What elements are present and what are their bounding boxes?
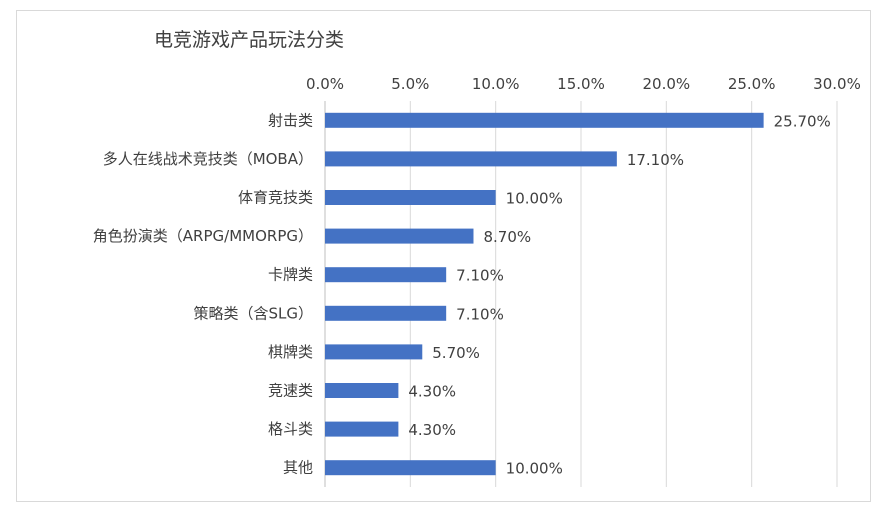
x-tick-label: 0.0%	[306, 75, 344, 93]
category-label: 多人在线战术竞技类（MOBA）	[103, 150, 313, 168]
bars	[325, 112, 764, 476]
x-tick-label: 5.0%	[391, 75, 429, 93]
bar	[325, 305, 447, 321]
category-label: 竞速类	[268, 382, 313, 400]
category-label: 其他	[283, 459, 313, 477]
data-label: 5.70%	[432, 344, 480, 362]
data-label: 10.00%	[506, 190, 563, 208]
bar	[325, 267, 447, 283]
category-label: 策略类（含SLG）	[193, 304, 313, 322]
bar	[325, 421, 399, 437]
x-tick-label: 30.0%	[813, 75, 861, 93]
x-axis-ticks: 0.0% 5.0% 10.0% 15.0% 20.0% 25.0% 30.0%	[306, 75, 861, 93]
bar-chart: 电竞游戏产品玩法分类 0.0% 5.0% 10.0% 15.0% 20.0% 25.0% 3…	[93, 29, 861, 487]
data-label: 7.10%	[456, 305, 504, 323]
category-label: 射击类	[268, 111, 313, 129]
data-label: 10.00%	[506, 460, 563, 478]
bar	[325, 112, 764, 128]
data-label: 8.70%	[483, 228, 531, 246]
bar	[325, 151, 617, 167]
x-tick-label: 10.0%	[472, 75, 520, 93]
data-label: 7.10%	[456, 267, 504, 285]
bar	[325, 460, 496, 476]
x-tick-label: 20.0%	[643, 75, 691, 93]
bar	[325, 190, 496, 205]
data-labels: 25.70% 17.10% 10.00% 8.70% 7.10% 7.10% 5.70% 4.…	[408, 112, 830, 477]
chart-frame: 电竞游戏产品玩法分类 0.0% 5.0% 10.0% 15.0% 20.0% 25.0% 3…	[16, 10, 871, 502]
x-tick-label: 15.0%	[557, 75, 605, 93]
category-label: 角色扮演类（ARPG/MMORPG）	[93, 227, 313, 245]
data-label: 17.10%	[627, 151, 684, 169]
category-label: 棋牌类	[268, 343, 313, 361]
category-label: 体育竞技类	[238, 189, 313, 207]
data-label: 4.30%	[408, 383, 456, 401]
bar	[325, 383, 399, 398]
bar	[325, 228, 474, 244]
x-tick-label: 25.0%	[728, 75, 776, 93]
category-label: 卡牌类	[268, 266, 313, 284]
bar	[325, 344, 423, 360]
chart-title: 电竞游戏产品玩法分类	[154, 29, 344, 51]
category-label: 格斗类	[268, 420, 313, 438]
data-label: 4.30%	[408, 421, 456, 439]
data-label: 25.70%	[774, 112, 831, 130]
